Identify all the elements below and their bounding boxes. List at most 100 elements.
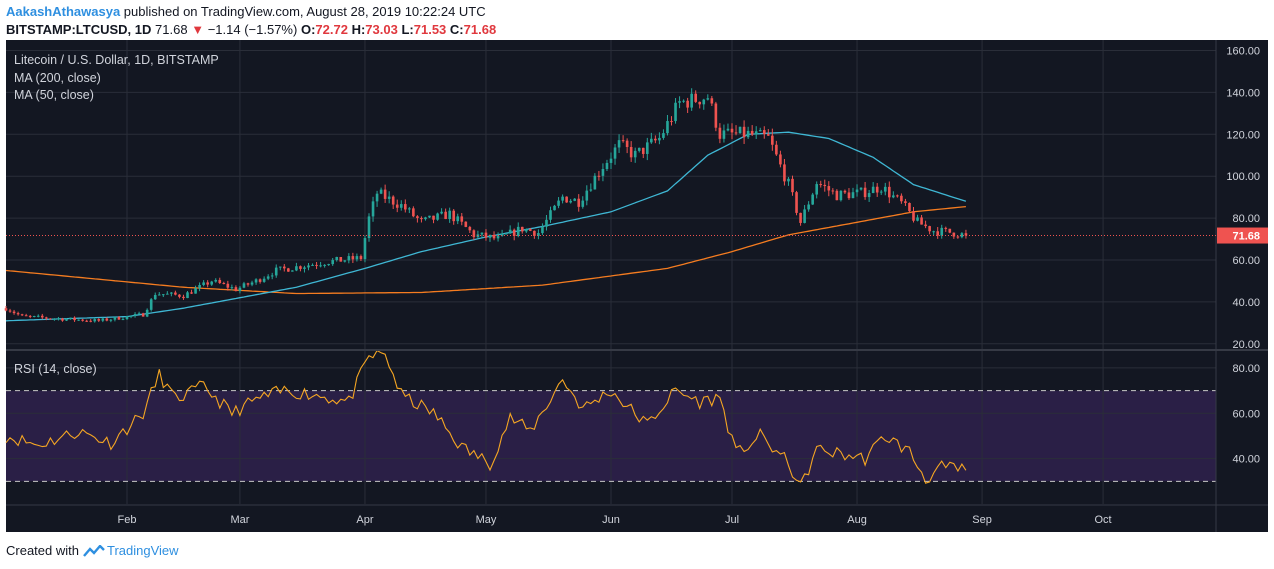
candle-body [278,266,282,268]
candle-body [601,169,605,176]
high-label: H: [351,22,366,37]
candle-body [827,186,831,191]
candle-body [182,296,185,299]
candle-body [940,227,944,236]
candle-body [964,233,968,236]
candle-body [916,217,919,221]
time-tick-label: Aug [847,514,867,526]
candle-body [557,200,560,206]
candle-body [670,121,673,123]
candle-body [145,309,149,317]
author-link[interactable]: AakashAthawasya [6,4,121,19]
tradingview-brand[interactable]: TradingView [106,543,179,558]
candle-body [117,316,121,320]
candle-body [867,193,871,198]
candle-body [315,264,318,266]
candle-body [718,127,722,139]
candle-body [166,293,169,295]
rsi-tick-label: 80.00 [1232,363,1260,375]
created-with-text: Created with [6,543,79,558]
candle-body [327,264,330,266]
candle-body [408,208,411,210]
candle-body [879,191,883,193]
low-value: 71.53 [413,22,447,37]
candle-body [190,292,193,294]
last-price: 71.68 [155,22,188,37]
candle-body [157,294,161,296]
candle-body [125,316,129,320]
candle-body [537,233,540,236]
candle-body [674,102,677,122]
candle-body [597,175,601,177]
candle-body [710,98,714,104]
candle-body [823,184,827,187]
candle-body [464,221,468,227]
footer: Created with TradingView [6,543,179,558]
candle-body [246,283,250,285]
candle-body [4,308,8,311]
ma200-line [5,205,966,295]
candle-body [399,204,403,208]
candle-body [488,234,492,238]
candle-body [658,137,661,141]
symbol-label: BITSTAMP:LTCUSD, 1D [6,22,152,37]
candle-body [633,150,637,158]
candle-body [847,192,851,199]
candle-body [625,140,629,148]
candle-body [57,318,60,320]
candle-body [73,317,76,321]
candle-body [105,318,109,321]
candle-body [819,184,823,186]
candle-body [553,205,556,211]
candle-body [904,201,907,203]
high-value: 73.03 [365,22,398,37]
candle-body [339,256,343,262]
candle-body [492,234,496,239]
candle-body [97,319,101,321]
candle-body [593,175,597,190]
candle-body [605,162,609,170]
candle-body [93,319,97,322]
candle-body [686,100,689,108]
time-tick-label: Jun [602,514,620,526]
candle-body [851,192,855,199]
candle-body [69,317,72,320]
candle-body [448,210,451,220]
candle-body [40,315,44,318]
chart-area[interactable]: Feb Mar Apr May Jun Jul Aug Sep Oct 20.00 40.00 60.… [0,40,1274,536]
candle-body [149,299,153,310]
chart-title: Litecoin / U.S. Dollar, 1D, BITSTAMP [14,53,219,67]
candle-body [161,294,165,296]
candle-body [12,311,16,314]
price-tick-label: 60.00 [1232,255,1260,267]
candle-body [843,190,847,193]
close-value: 71.68 [463,22,497,37]
candle-body [270,275,274,277]
candle-body [831,190,835,192]
candle-body [875,186,879,193]
candle-body [690,93,693,108]
candle-body [210,281,214,285]
time-tick-label: Jul [725,514,739,526]
candle-body [359,256,363,260]
candle-body [153,294,157,300]
candle-body [311,264,314,266]
time-tick-label: Oct [1095,514,1112,526]
candle-body [24,315,28,317]
candle-body [428,215,431,218]
candle-body [460,216,464,222]
candle-body [928,226,931,232]
time-tick-label: Sep [972,514,992,526]
candle-body [335,256,339,261]
candle-body [444,211,447,220]
candle-body [178,294,181,297]
price-tick-label: 100.00 [1226,171,1260,183]
candle-body [662,133,665,138]
candle-body [629,147,633,158]
rsi-title: RSI (14, close) [14,362,97,376]
candle-body [456,216,460,222]
candle-body [371,201,375,217]
candle-body [254,279,258,283]
candle-body [387,196,391,199]
candle-body [218,279,222,284]
